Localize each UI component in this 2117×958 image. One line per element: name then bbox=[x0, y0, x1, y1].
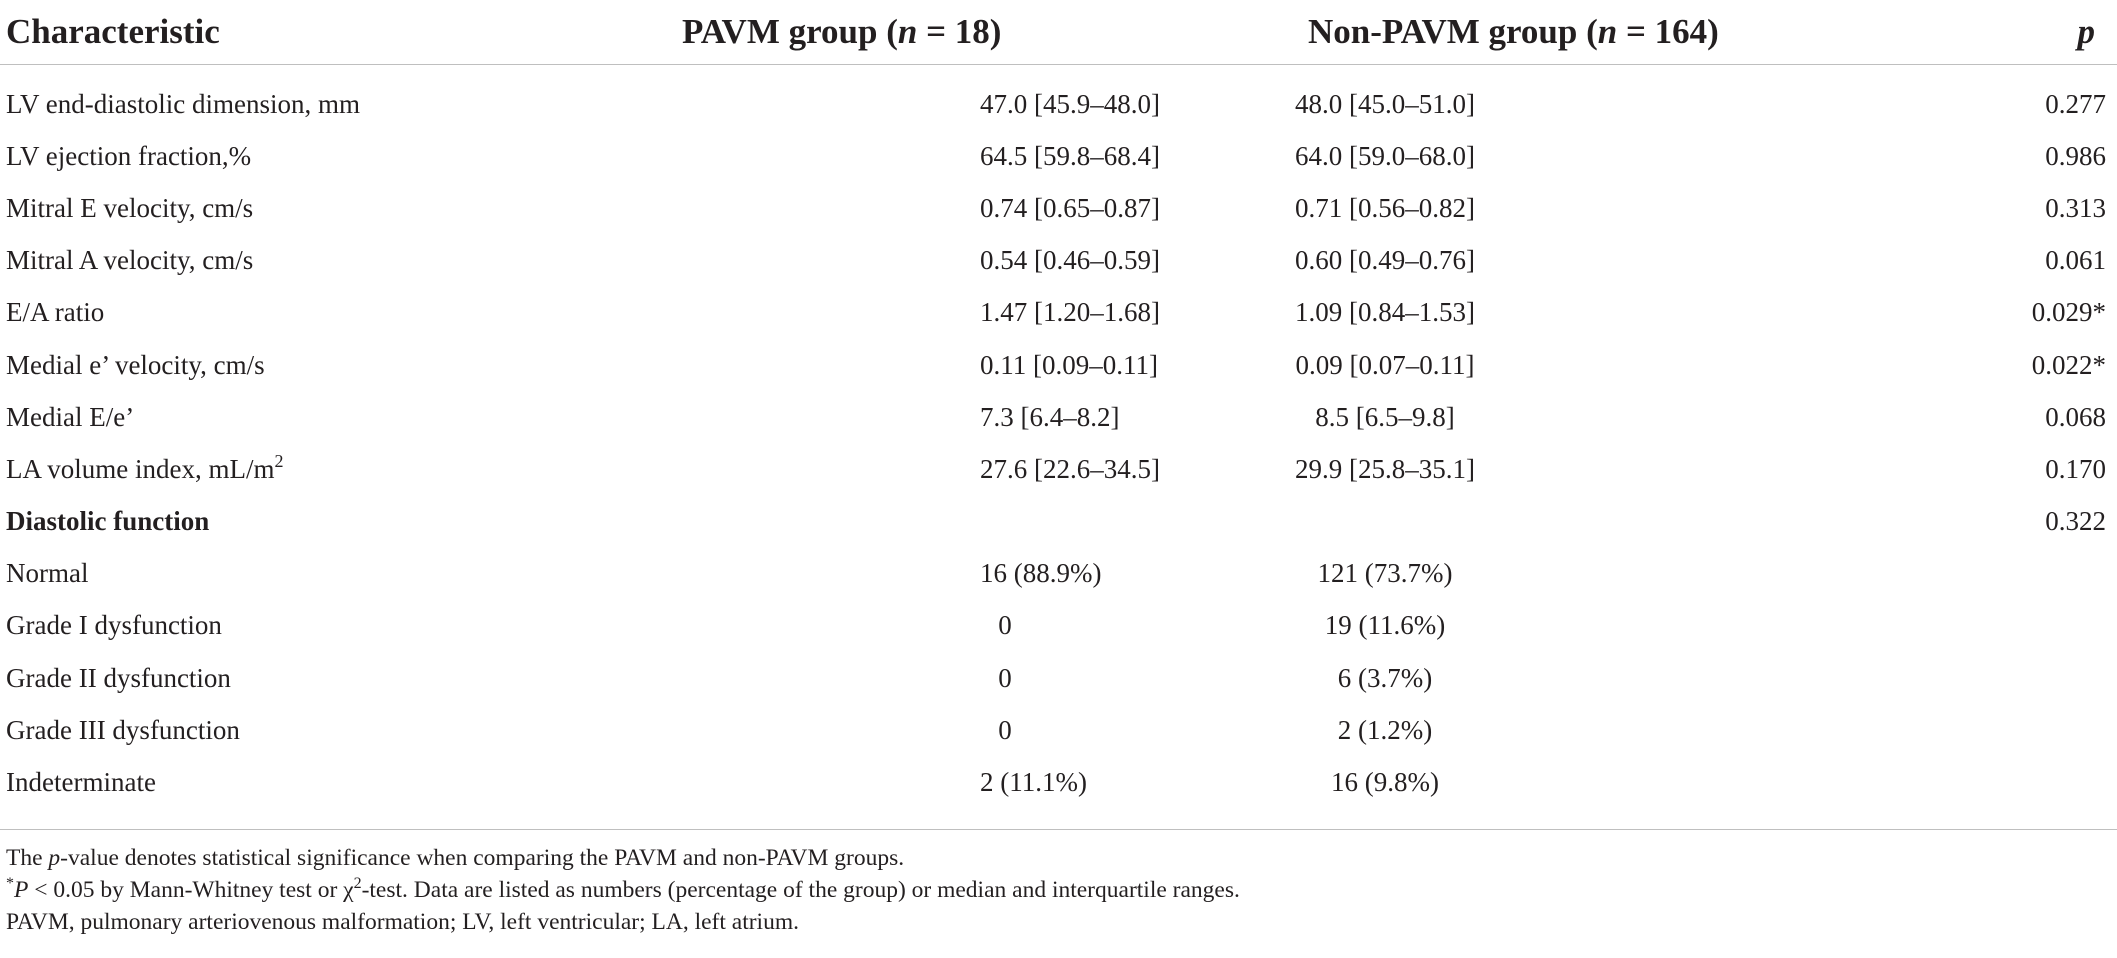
cell-non-pavm: 48.0 [45.0–51.0] bbox=[1295, 88, 1475, 119]
footnote-significance: *P < 0.05 by Mann-Whitney test or χ2-tes… bbox=[6, 875, 1240, 904]
cell-pavm: 47.0 [45.9–48.0] bbox=[980, 88, 1160, 119]
cell-non-pavm: 0.09 [0.07–0.11] bbox=[1295, 349, 1475, 380]
cell-characteristic: LV ejection fraction,% bbox=[6, 140, 252, 171]
cell-characteristic: LV end-diastolic dimension, mm bbox=[6, 88, 360, 119]
cell-p-value: 0.022* bbox=[2031, 349, 2106, 380]
table-row: LV ejection fraction,% 64.5 [59.8–68.4] 64… bbox=[0, 130, 2117, 182]
cell-non-pavm bbox=[1030, 496, 2010, 548]
cell-characteristic: Normal bbox=[6, 558, 89, 589]
table-row: Normal 16 (88.9%) 121 (73.7%) bbox=[0, 548, 2117, 600]
cell-non-pavm: 2 (1.2%) bbox=[1337, 714, 1433, 745]
cell-characteristic: Grade III dysfunction bbox=[6, 714, 240, 745]
cell-pavm: 0.11 [0.09–0.11] bbox=[980, 349, 1158, 380]
cell-characteristic: Diastolic function bbox=[6, 506, 210, 537]
cell-non-pavm: 64.0 [59.0–68.0] bbox=[1295, 140, 1475, 171]
unit-superscript: 2 bbox=[274, 450, 284, 471]
header-spacer bbox=[0, 65, 2117, 79]
cell-p-value bbox=[2010, 652, 2117, 704]
table-row: E/A ratio 1.47 [1.20–1.68] 1.09 [0.84–1.53… bbox=[0, 287, 2117, 339]
cell-non-pavm: 6 (3.7%) bbox=[1337, 662, 1433, 693]
cell-pavm: 0 bbox=[998, 714, 1012, 745]
header-p-value: p bbox=[2010, 0, 2117, 65]
cell-pavm: 0.54 [0.46–0.59] bbox=[980, 245, 1160, 276]
header-characteristic: Characteristic bbox=[0, 0, 660, 65]
cell-non-pavm: 19 (11.6%) bbox=[1324, 610, 1446, 641]
cell-characteristic: Mitral A velocity, cm/s bbox=[6, 245, 254, 276]
cell-pavm: 16 (88.9%) bbox=[980, 558, 1102, 589]
cell-non-pavm: 0.71 [0.56–0.82] bbox=[1295, 192, 1475, 223]
cell-pavm: 0 bbox=[998, 662, 1012, 693]
cell-p-value: 0.068 bbox=[2045, 401, 2106, 432]
cell-p-value: 0.986 bbox=[2045, 140, 2106, 171]
table-bottom-rule bbox=[0, 829, 2117, 830]
table-row: Medial e’ velocity, cm/s 0.11 [0.09–0.11]… bbox=[0, 339, 2117, 391]
cell-p-value: 0.029* bbox=[2031, 297, 2106, 328]
echocardiography-table: Characteristic PAVM group (n = 18) Non-P… bbox=[0, 0, 2117, 809]
table-row: Grade II dysfunction 0 6 (3.7%) bbox=[0, 652, 2117, 704]
cell-p-value bbox=[2010, 548, 2117, 600]
table-row: Grade III dysfunction 0 2 (1.2%) bbox=[0, 704, 2117, 756]
table-footnotes: The p-value denotes statistical signific… bbox=[6, 842, 2106, 938]
header-pavm-group: PAVM group (n = 18) bbox=[660, 0, 1030, 65]
table-row: Mitral A velocity, cm/s 0.54 [0.46–0.59] 0… bbox=[0, 235, 2117, 287]
cell-non-pavm: 121 (73.7%) bbox=[1317, 558, 1453, 589]
cell-characteristic: E/A ratio bbox=[6, 297, 105, 328]
cell-pavm bbox=[660, 496, 1030, 548]
cell-p-value bbox=[2010, 756, 2117, 808]
cell-pavm: 27.6 [22.6–34.5] bbox=[980, 453, 1160, 484]
cell-p-value bbox=[2010, 600, 2117, 652]
cell-non-pavm: 16 (9.8%) bbox=[1331, 767, 1439, 798]
cell-pavm: 0.74 [0.65–0.87] bbox=[980, 192, 1160, 223]
cell-characteristic: Mitral E velocity, cm/s bbox=[6, 192, 254, 223]
cell-pavm: 1.47 [1.20–1.68] bbox=[980, 297, 1160, 328]
cell-pavm: 64.5 [59.8–68.4] bbox=[980, 140, 1160, 171]
cell-p-value: 0.322 bbox=[2045, 506, 2106, 537]
cell-p-value bbox=[2010, 704, 2117, 756]
cell-non-pavm: 1.09 [0.84–1.53] bbox=[1295, 297, 1475, 328]
footnote-abbreviations: PAVM, pulmonary arteriovenous malformati… bbox=[6, 909, 799, 935]
table-row: LA volume index, mL/m2 27.6 [22.6–34.5] 29… bbox=[0, 443, 2117, 495]
table-row: LV end-diastolic dimension, mm 47.0 [45.9… bbox=[0, 78, 2117, 130]
footnote-p-value: The p-value denotes statistical signific… bbox=[6, 845, 905, 871]
cell-p-value: 0.277 bbox=[2045, 88, 2106, 119]
table-row: Diastolic function 0.322 bbox=[0, 496, 2117, 548]
cell-non-pavm: 29.9 [25.8–35.1] bbox=[1295, 453, 1475, 484]
cell-characteristic: Medial e’ velocity, cm/s bbox=[6, 349, 265, 380]
cell-characteristic: Indeterminate bbox=[6, 767, 156, 798]
table-row: Indeterminate 2 (11.1%) 16 (9.8%) bbox=[0, 756, 2117, 808]
cell-characteristic: Grade I dysfunction bbox=[6, 610, 222, 641]
table-body: LV end-diastolic dimension, mm 47.0 [45.9… bbox=[0, 78, 2117, 809]
cell-non-pavm: 8.5 [6.5–9.8] bbox=[1315, 401, 1455, 432]
cell-pavm: 2 (11.1%) bbox=[980, 767, 1087, 798]
cell-characteristic: Grade II dysfunction bbox=[6, 662, 231, 693]
header-row: Characteristic PAVM group (n = 18) Non-P… bbox=[0, 0, 2117, 65]
header-non-pavm-group: Non-PAVM group (n = 164) bbox=[1030, 0, 2010, 65]
cell-p-value: 0.061 bbox=[2045, 245, 2106, 276]
cell-p-value: 0.313 bbox=[2045, 192, 2106, 223]
cell-characteristic: Medial E/e’ bbox=[6, 401, 135, 432]
table-row: Medial E/e’ 7.3 [6.4–8.2] 8.5 [6.5–9.8] 0.0… bbox=[0, 391, 2117, 443]
table-row: Grade I dysfunction 0 19 (11.6%) bbox=[0, 600, 2117, 652]
cell-p-value: 0.170 bbox=[2045, 453, 2106, 484]
table-header: Characteristic PAVM group (n = 18) Non-P… bbox=[0, 0, 2117, 65]
cell-non-pavm: 0.60 [0.49–0.76] bbox=[1295, 245, 1475, 276]
cell-pavm: 7.3 [6.4–8.2] bbox=[980, 401, 1120, 432]
table-row: Mitral E velocity, cm/s 0.74 [0.65–0.87] 0… bbox=[0, 182, 2117, 234]
cell-characteristic: LA volume index, mL/m2 bbox=[6, 450, 284, 484]
cell-pavm: 0 bbox=[998, 610, 1012, 641]
